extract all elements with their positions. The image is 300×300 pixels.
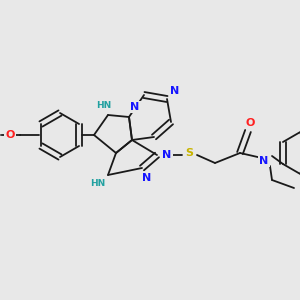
Text: HN: HN <box>96 100 112 109</box>
Text: O: O <box>5 130 15 140</box>
Text: N: N <box>170 86 180 96</box>
Text: N: N <box>260 156 268 166</box>
Text: N: N <box>162 150 172 160</box>
Text: S: S <box>185 148 193 158</box>
Text: HN: HN <box>90 178 106 188</box>
Text: N: N <box>130 102 140 112</box>
Text: O: O <box>245 118 255 128</box>
Text: N: N <box>142 173 152 183</box>
